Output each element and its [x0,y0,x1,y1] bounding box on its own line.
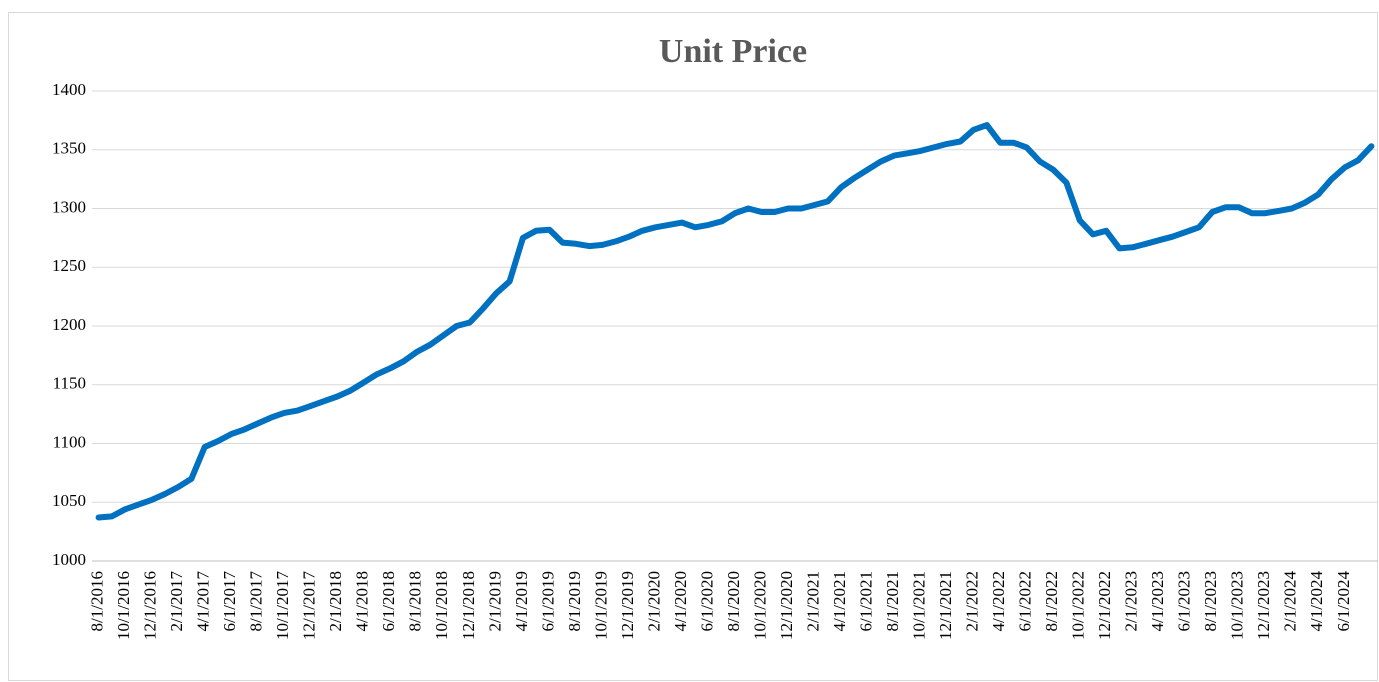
x-tick-label: 10/1/2020 [750,571,769,640]
chart-frame [8,12,1378,681]
x-tick-label: 12/1/2018 [459,571,478,640]
x-tick-label: 6/1/2024 [1334,571,1353,632]
x-tick-label: 10/1/2021 [910,571,929,640]
x-tick-label: 4/1/2021 [830,571,849,631]
x-tick-label: 4/1/2023 [1148,571,1167,631]
x-tick-label: 8/1/2020 [724,571,743,631]
x-tick-label: 12/1/2023 [1254,571,1273,640]
x-tick-label: 6/1/2022 [1016,571,1035,631]
x-tick-label: 12/1/2017 [300,571,319,640]
x-tick-label: 12/1/2022 [1095,571,1114,640]
y-tick-label: 1300 [52,197,86,216]
x-tick-label: 12/1/2016 [141,571,160,640]
x-tick-label: 4/1/2022 [989,571,1008,631]
x-tick-label: 8/1/2017 [247,571,266,632]
x-tick-label: 8/1/2016 [88,571,107,631]
chart-title: Unit Price [659,33,807,70]
x-tick-label: 2/1/2018 [326,571,345,631]
x-tick-label: 8/1/2022 [1042,571,1061,631]
y-tick-label: 1200 [52,315,86,334]
y-tick-label: 1250 [52,256,86,275]
y-tick-label: 1100 [53,432,86,451]
x-tick-label: 2/1/2020 [644,571,663,631]
x-tick-label: 6/1/2023 [1175,571,1194,631]
x-tick-label: 10/1/2016 [114,571,133,640]
x-tick-label: 6/1/2019 [538,571,557,631]
x-tick-label: 6/1/2017 [220,571,239,632]
x-tick-label: 6/1/2020 [697,571,716,631]
x-tick-label: 10/1/2017 [273,571,292,640]
x-tick-label: 2/1/2023 [1122,571,1141,631]
y-tick-label: 1150 [53,374,86,393]
y-tick-label: 1350 [52,139,86,158]
x-tick-label: 12/1/2019 [618,571,637,640]
x-tick-label: 12/1/2021 [936,571,955,640]
y-tick-label: 1050 [52,491,86,510]
x-tick-label: 6/1/2021 [856,571,875,631]
x-tick-label: 8/1/2021 [883,571,902,631]
y-tick-label: 1400 [52,80,86,99]
x-tick-label: 2/1/2024 [1281,571,1300,632]
x-tick-label: 10/1/2018 [432,571,451,640]
x-tick-label: 12/1/2020 [777,571,796,640]
x-tick-label: 4/1/2024 [1307,571,1326,632]
x-tick-label: 8/1/2019 [565,571,584,631]
x-tick-label: 4/1/2018 [353,571,372,631]
line-series [95,122,1375,521]
x-tick-label: 6/1/2018 [379,571,398,631]
x-tick-label: 4/1/2020 [671,571,690,631]
x-tick-label: 4/1/2019 [512,571,531,631]
x-tick-label: 8/1/2018 [406,571,425,631]
x-tick-label: 4/1/2017 [194,571,213,632]
x-tick-label: 2/1/2022 [963,571,982,631]
x-tick-label: 8/1/2023 [1201,571,1220,631]
x-tick-label: 2/1/2017 [167,571,186,632]
x-tick-label: 10/1/2019 [591,571,610,640]
x-tick-label: 10/1/2022 [1069,571,1088,640]
x-tick-label: 10/1/2023 [1228,571,1247,640]
x-tick-label: 2/1/2019 [485,571,504,631]
y-tick-label: 1000 [52,550,86,569]
x-tick-label: 2/1/2021 [803,571,822,631]
